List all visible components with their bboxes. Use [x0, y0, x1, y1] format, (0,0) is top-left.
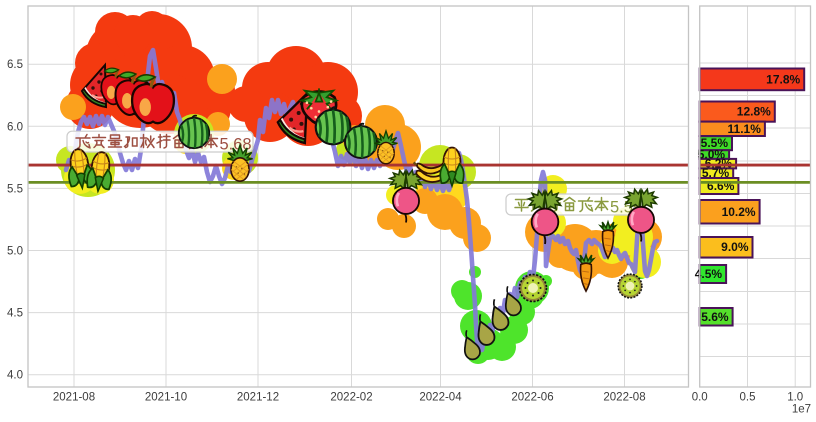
svg-text:4.0: 4.0 — [7, 370, 23, 382]
svg-text:4.5%: 4.5% — [695, 267, 723, 281]
svg-text:4.5: 4.5 — [7, 308, 23, 320]
svg-text:2022-08: 2022-08 — [603, 392, 645, 404]
svg-text:2021-08: 2021-08 — [53, 392, 95, 404]
svg-text:5.5%: 5.5% — [701, 136, 729, 150]
svg-text:1e7: 1e7 — [792, 404, 811, 416]
svg-text:2021-12: 2021-12 — [237, 392, 279, 404]
svg-text:2022-06: 2022-06 — [511, 392, 553, 404]
svg-text:2022-02: 2022-02 — [330, 392, 372, 404]
svg-text:9.0%: 9.0% — [721, 240, 749, 254]
svg-text:2021-10: 2021-10 — [145, 392, 187, 404]
svg-text:5.0%: 5.0% — [698, 148, 726, 162]
svg-text:6.0: 6.0 — [7, 121, 23, 133]
svg-text:5.68: 5.68 — [220, 135, 252, 153]
svg-text:0.5: 0.5 — [740, 392, 756, 404]
svg-text:5.6%: 5.6% — [701, 310, 729, 324]
svg-text:1.0: 1.0 — [787, 392, 803, 404]
svg-text:5.7%: 5.7% — [702, 166, 730, 180]
svg-text:5.0: 5.0 — [7, 246, 23, 258]
svg-text:5.5: 5.5 — [7, 183, 23, 195]
svg-text:0.0: 0.0 — [692, 392, 708, 404]
svg-text:2022-04: 2022-04 — [419, 392, 462, 404]
svg-text:11.1%: 11.1% — [728, 122, 762, 136]
svg-text:6.5: 6.5 — [7, 59, 23, 71]
svg-text:10.2%: 10.2% — [722, 205, 756, 219]
svg-text:12.8%: 12.8% — [737, 105, 771, 119]
svg-text:17.8%: 17.8% — [766, 72, 800, 86]
